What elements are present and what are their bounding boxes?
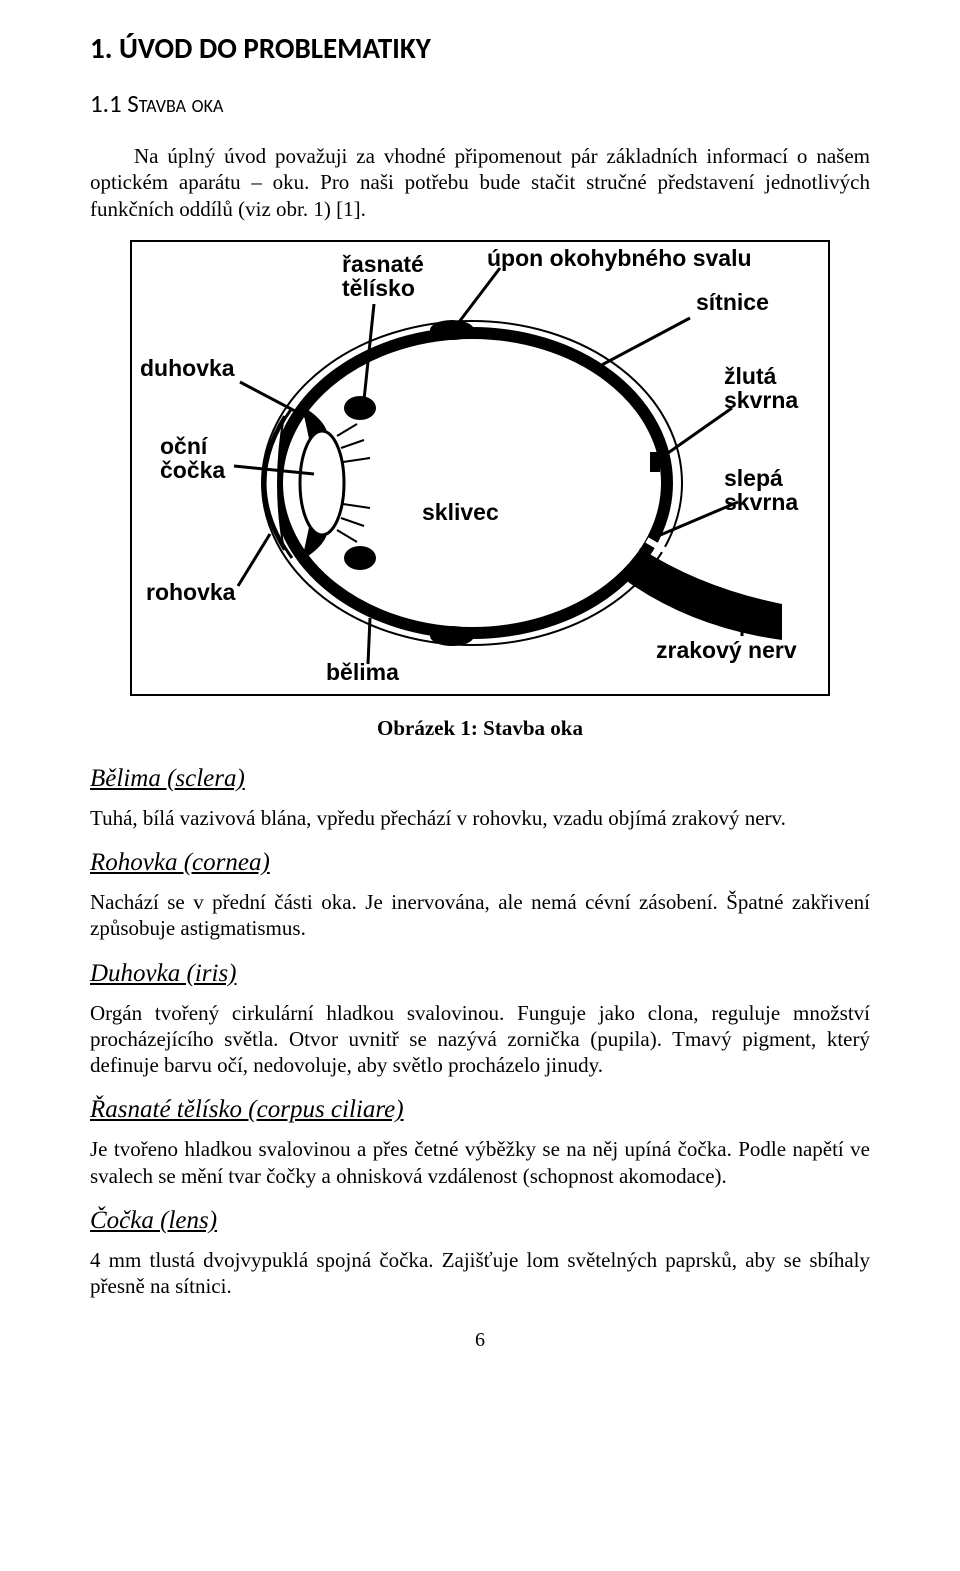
figure-caption: Obrázek 1: Stavba oka — [90, 716, 870, 741]
label-rohovka: rohovka — [146, 580, 235, 604]
label-belima: bělima — [326, 660, 399, 684]
heading-level-2: 1.1 Stavba oka — [90, 88, 870, 119]
label-slepa-skvrna: slepá skvrna — [724, 466, 798, 514]
body-rasnate-telisko: Je tvořeno hladkou svalovinou a přes čet… — [90, 1136, 870, 1189]
subhead-rohovka: Rohovka (cornea) — [90, 849, 870, 877]
figure-canvas: řasnaté tělísko úpon okohybného svalu sí… — [142, 248, 818, 690]
document-page: 1. ÚVOD DO PROBLEMATIKY 1.1 Stavba oka N… — [0, 0, 960, 1571]
body-duhovka: Orgán tvořený cirkulární hladkou svalovi… — [90, 1000, 870, 1079]
body-rohovka: Nachází se v přední části oka. Je inervo… — [90, 889, 870, 942]
body-belima: Tuhá, bílá vazivová blána, vpředu přechá… — [90, 805, 870, 831]
label-sklivec: sklivec — [422, 500, 499, 524]
label-zluta-skvrna: žlutá skvrna — [724, 364, 798, 412]
label-zrakovy-nerv: zrakový nerv — [656, 638, 797, 662]
body-cocka: 4 mm tlustá dvojvypuklá spojná čočka. Za… — [90, 1247, 870, 1300]
label-rasnate-telisko: řasnaté tělísko — [342, 252, 424, 300]
heading-level-1: 1. ÚVOD DO PROBLEMATIKY — [90, 30, 870, 66]
label-upon: úpon okohybného svalu — [487, 246, 752, 270]
label-duhovka: duhovka — [140, 356, 235, 380]
subhead-belima: Bělima (sclera) — [90, 765, 870, 793]
label-ocni-cocka: oční čočka — [160, 434, 225, 482]
intro-paragraph: Na úplný úvod považuji za vhodné připome… — [90, 143, 870, 222]
figure-eye-anatomy: řasnaté tělísko úpon okohybného svalu sí… — [130, 240, 830, 696]
subhead-cocka: Čočka (lens) — [90, 1207, 870, 1235]
page-number: 6 — [90, 1329, 870, 1352]
subhead-rasnate-telisko: Řasnaté tělísko (corpus ciliare) — [90, 1096, 870, 1124]
label-sitnice: sítnice — [696, 290, 769, 314]
subhead-duhovka: Duhovka (iris) — [90, 960, 870, 988]
